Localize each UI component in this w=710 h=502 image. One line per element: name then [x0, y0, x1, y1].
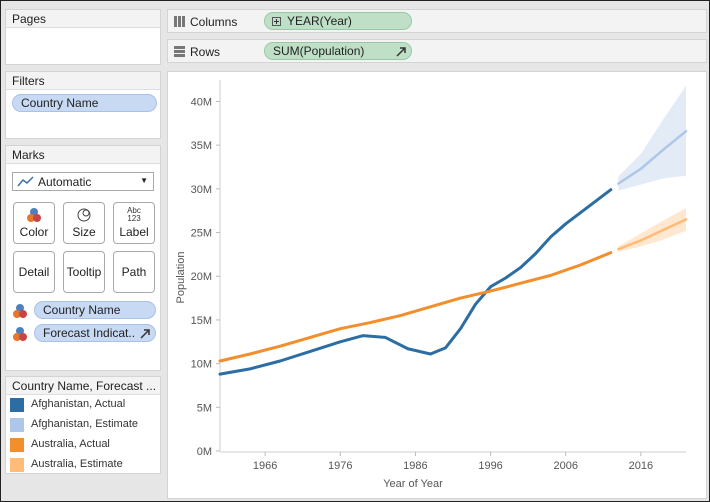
- columns-label: Columns: [190, 15, 238, 29]
- series-line: [617, 129, 688, 185]
- color-field-icon: [13, 327, 27, 341]
- label-icon-text-top: Abc: [127, 206, 141, 215]
- legend-swatch: [10, 458, 24, 472]
- y-tick-label: 30M: [191, 184, 212, 196]
- forecast-arrow-icon: [140, 329, 150, 339]
- legend-swatch: [10, 418, 24, 432]
- y-tick-label: 35M: [191, 140, 212, 152]
- label-button-label: Label: [119, 225, 149, 239]
- legend-swatch: [10, 398, 24, 412]
- x-tick-label: 1996: [478, 460, 502, 472]
- tooltip-button[interactable]: Tooltip: [63, 251, 105, 293]
- rows-pill-sum-population[interactable]: SUM(Population): [264, 42, 412, 60]
- label-icon-text-bottom: 123: [127, 214, 141, 223]
- marks-field-country-name[interactable]: Country Name: [34, 301, 156, 319]
- color-button-label: Color: [19, 225, 49, 239]
- y-tick-label: 0M: [197, 446, 212, 458]
- marks-field-forecast-indicator-label: Forecast Indicat..: [43, 326, 136, 340]
- series-line: [218, 251, 613, 363]
- columns-icon: [174, 16, 185, 27]
- columns-shelf[interactable]: Columns YEAR(Year): [167, 9, 707, 33]
- path-button[interactable]: Path: [113, 251, 155, 293]
- path-button-label: Path: [121, 265, 147, 279]
- rows-shelf[interactable]: Rows SUM(Population): [167, 39, 707, 63]
- rows-icon: [174, 46, 185, 57]
- y-tick-label: 20M: [191, 271, 212, 283]
- color-button[interactable]: Color: [13, 202, 55, 244]
- series-line: [617, 218, 688, 251]
- population-line-chart: 0M 5M 10M 15M 20M 25M 30M 35M 40M 1966 1976 1986 199…: [175, 80, 688, 490]
- x-tick-label: 1986: [403, 460, 427, 472]
- mark-type-value: Automatic: [38, 175, 92, 189]
- marks-title: Marks: [6, 146, 160, 164]
- y-tick-label: 5M: [197, 402, 212, 414]
- expand-plus-icon: [272, 17, 281, 26]
- series-line: [218, 188, 613, 376]
- chart-view: 0M 5M 10M 15M 20M 25M 30M 35M 40M 1966 1976 1986 199…: [167, 71, 707, 499]
- y-tick-label: 10M: [191, 359, 212, 371]
- marks-field-forecast-indicator[interactable]: Forecast Indicat..: [34, 324, 156, 342]
- filter-pill-country-name[interactable]: Country Name: [12, 94, 157, 112]
- mark-type-dropdown[interactable]: Automatic ▼: [12, 172, 154, 191]
- line-chart-icon: [17, 176, 34, 187]
- color-field-icon: [13, 304, 27, 318]
- legend-label: Australia, Actual: [31, 438, 110, 450]
- detail-button[interactable]: Detail: [13, 251, 55, 293]
- detail-button-label: Detail: [18, 265, 50, 279]
- x-tick-label: 2016: [629, 460, 653, 472]
- legend-label: Australia, Estimate: [31, 458, 123, 470]
- x-axis-title: Year of Year: [383, 478, 443, 490]
- size-button[interactable]: Size: [63, 202, 105, 244]
- size-icon: [77, 208, 91, 222]
- forecast-arrow-icon: [396, 47, 406, 57]
- filters-title: Filters: [6, 72, 160, 90]
- legend-label: Afghanistan, Actual: [31, 398, 126, 410]
- legend-label: Afghanistan, Estimate: [31, 418, 139, 430]
- pages-title: Pages: [6, 10, 160, 28]
- x-tick-label: 1976: [328, 460, 352, 472]
- legend-swatch: [10, 438, 24, 452]
- y-tick-label: 40M: [191, 96, 212, 108]
- tooltip-button-label: Tooltip: [66, 265, 102, 279]
- columns-pill-label: YEAR(Year): [287, 14, 352, 28]
- marks-card: Marks Automatic ▼ Color: [5, 145, 161, 371]
- y-axis-title: Population: [175, 252, 187, 304]
- size-button-label: Size: [72, 225, 96, 239]
- forecast-band: [618, 85, 686, 191]
- chevron-down-icon: ▼: [140, 176, 148, 185]
- y-tick-label: 25M: [191, 228, 212, 240]
- y-tick-label: 15M: [191, 315, 212, 327]
- x-tick-label: 1966: [253, 460, 277, 472]
- columns-pill-year[interactable]: YEAR(Year): [264, 12, 412, 30]
- rows-pill-label: SUM(Population): [273, 44, 365, 58]
- rows-label: Rows: [190, 45, 221, 59]
- label-button[interactable]: Abc 123 Label: [113, 202, 155, 244]
- x-tick-label: 2006: [553, 460, 577, 472]
- legend-title: Country Name, Forecast ...: [6, 377, 160, 395]
- forecast-band: [618, 208, 686, 252]
- color-icon: [27, 208, 41, 222]
- color-legend-card: Country Name, Forecast ... Afghanistan, …: [5, 376, 161, 474]
- pages-card: Pages: [5, 9, 161, 65]
- filters-card: Filters Country Name: [5, 71, 161, 139]
